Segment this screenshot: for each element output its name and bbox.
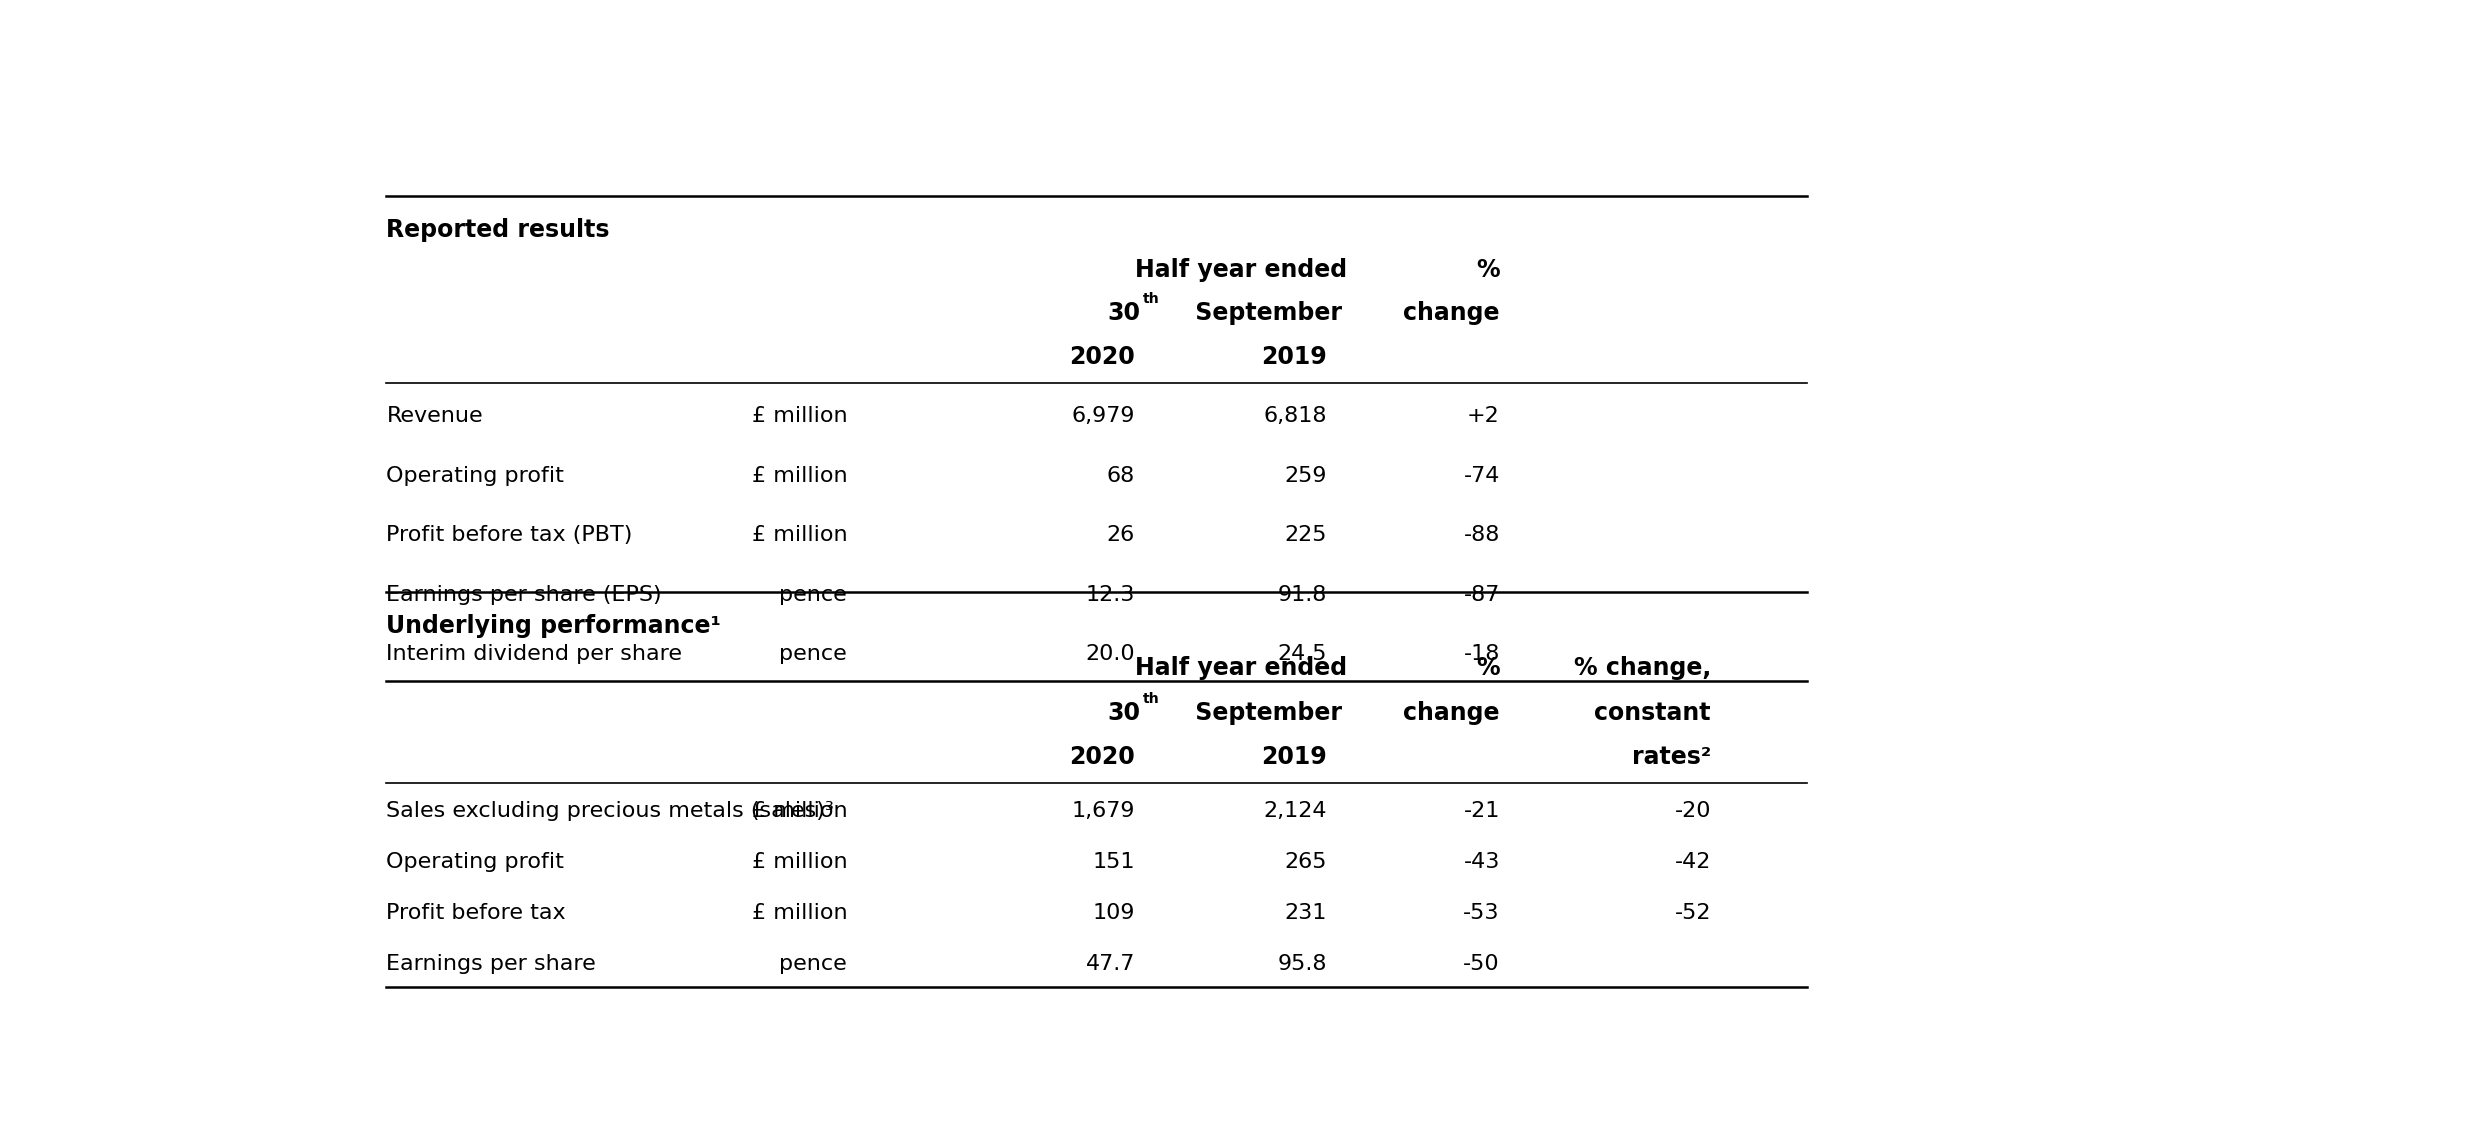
Text: -88: -88 [1464,525,1501,545]
Text: 2020: 2020 [1070,745,1134,769]
Text: 2019: 2019 [1261,745,1328,769]
Text: 91.8: 91.8 [1278,584,1328,605]
Text: 109: 109 [1092,903,1134,923]
Text: 20.0: 20.0 [1085,645,1134,664]
Text: Half year ended: Half year ended [1134,258,1347,282]
Text: Revenue: Revenue [386,406,483,426]
Text: 2019: 2019 [1261,345,1328,370]
Text: change: change [1404,301,1501,325]
Text: Profit before tax: Profit before tax [386,903,567,923]
Text: 47.7: 47.7 [1085,954,1134,973]
Text: 151: 151 [1092,852,1134,872]
Text: pence: pence [780,645,847,664]
Text: 30: 30 [1107,700,1142,724]
Text: -43: -43 [1464,852,1501,872]
Text: Operating profit: Operating profit [386,466,565,485]
Text: +2: +2 [1466,406,1501,426]
Text: -50: -50 [1464,954,1501,973]
Text: -87: -87 [1464,584,1501,605]
Text: -53: -53 [1464,903,1501,923]
Text: 2,124: 2,124 [1263,802,1328,821]
Text: 24.5: 24.5 [1278,645,1328,664]
Text: 12.3: 12.3 [1085,584,1134,605]
Text: change: change [1404,700,1501,724]
Text: -52: -52 [1674,903,1712,923]
Text: th: th [1142,292,1159,306]
Text: Operating profit: Operating profit [386,852,565,872]
Text: -42: -42 [1674,852,1712,872]
Text: £ million: £ million [751,852,847,872]
Text: %: % [1476,258,1501,282]
Text: % change,: % change, [1573,656,1712,680]
Text: 95.8: 95.8 [1278,954,1328,973]
Text: 6,818: 6,818 [1263,406,1328,426]
Text: Interim dividend per share: Interim dividend per share [386,645,681,664]
Text: Reported results: Reported results [386,218,609,242]
Text: £ million: £ million [751,802,847,821]
Text: Profit before tax (PBT): Profit before tax (PBT) [386,525,632,545]
Text: 225: 225 [1286,525,1328,545]
Text: £ million: £ million [751,406,847,426]
Text: 2020: 2020 [1070,345,1134,370]
Text: -20: -20 [1674,802,1712,821]
Text: -21: -21 [1464,802,1501,821]
Text: £ million: £ million [751,466,847,485]
Text: 259: 259 [1286,466,1328,485]
Text: pence: pence [780,584,847,605]
Text: 231: 231 [1286,903,1328,923]
Text: 26: 26 [1107,525,1134,545]
Text: September: September [1186,301,1343,325]
Text: %: % [1476,656,1501,680]
Text: Half year ended: Half year ended [1134,656,1347,680]
Text: 68: 68 [1107,466,1134,485]
Text: 6,979: 6,979 [1073,406,1134,426]
Text: £ million: £ million [751,525,847,545]
Text: 30: 30 [1107,301,1142,325]
Text: rates²: rates² [1632,745,1712,769]
Text: 265: 265 [1286,852,1328,872]
Text: -74: -74 [1464,466,1501,485]
Text: th: th [1142,691,1159,705]
Text: September: September [1186,700,1343,724]
Text: pence: pence [780,954,847,973]
Text: Underlying performance¹: Underlying performance¹ [386,614,721,638]
Text: Sales excluding precious metals (sales)³: Sales excluding precious metals (sales)³ [386,802,835,821]
Text: 1,679: 1,679 [1073,802,1134,821]
Text: -18: -18 [1464,645,1501,664]
Text: Earnings per share (EPS): Earnings per share (EPS) [386,584,661,605]
Text: £ million: £ million [751,903,847,923]
Text: Earnings per share: Earnings per share [386,954,597,973]
Text: constant: constant [1595,700,1712,724]
